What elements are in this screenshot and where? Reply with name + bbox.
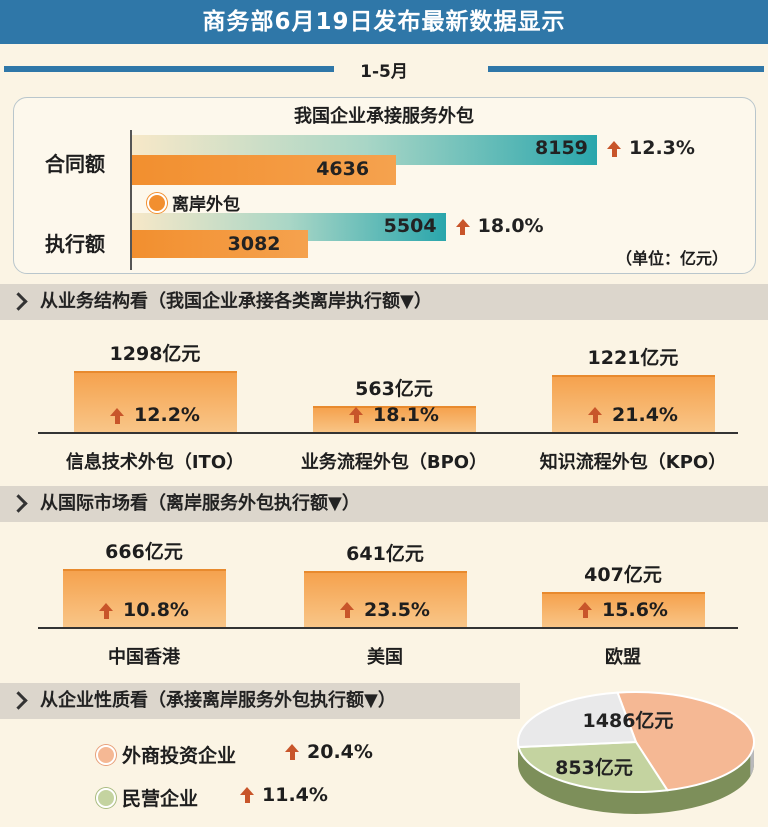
unit-note: （单位：亿元） xyxy=(616,249,729,268)
up-arrow-icon xyxy=(110,407,125,424)
bar: 21.4% xyxy=(551,374,715,434)
offshore-legend-dot xyxy=(147,193,167,213)
private-legend-label: 民营企业 xyxy=(122,788,199,810)
page-title: 商务部6月19日发布最新数据显示 xyxy=(202,9,566,35)
total-value-label: 8159 xyxy=(535,137,588,159)
bar-value-label: 1221亿元 xyxy=(587,346,679,369)
section-international-market: 从国际市场看（离岸服务外包执行额▼） xyxy=(0,486,768,522)
bar-value-label: 563亿元 xyxy=(355,377,433,400)
bar: 23.5% xyxy=(303,571,467,629)
up-arrow-icon xyxy=(240,787,254,803)
bar: 12.2% xyxy=(73,371,237,434)
category-label: 欧盟 xyxy=(605,647,641,668)
growth-label: 21.4% xyxy=(552,404,715,426)
category-label: 知识流程外包（KPO） xyxy=(539,452,727,473)
chevron-right-icon xyxy=(9,292,28,311)
growth-label: 12.3% xyxy=(629,137,695,159)
baseline xyxy=(38,627,738,629)
up-arrow-icon xyxy=(340,602,355,619)
section-title: 从企业性质看（承接离岸服务外包执行额▼） xyxy=(40,690,396,711)
bar: 10.8% xyxy=(62,569,226,629)
category-label: 中国香港 xyxy=(108,647,180,668)
category-label-executed: 执行额 xyxy=(45,232,105,256)
growth-label: 18.1% xyxy=(313,404,476,426)
category-label: 信息技术外包（ITO） xyxy=(65,452,245,473)
growth-label: 23.5% xyxy=(304,599,467,621)
growth-label: 12.2% xyxy=(74,404,237,426)
up-arrow-icon xyxy=(588,407,603,424)
up-arrow-icon xyxy=(285,744,299,760)
pie-side xyxy=(518,742,754,814)
enterprise-pie-chart: 1486亿元 853亿元 xyxy=(517,691,755,814)
category-label: 美国 xyxy=(367,647,403,668)
period-label: 1-5月 xyxy=(360,62,408,82)
growth-label: 10.8% xyxy=(63,599,226,621)
right-rule xyxy=(488,66,764,72)
total-value-label: 5504 xyxy=(383,215,437,237)
bar-value-label: 666亿元 xyxy=(105,541,183,563)
category-label-contract: 合同额 xyxy=(45,152,105,176)
bar-value-label: 641亿元 xyxy=(346,543,424,566)
offshore-legend-label: 离岸外包 xyxy=(172,195,240,215)
foreign-legend-dot xyxy=(96,745,116,765)
up-arrow-icon xyxy=(455,219,470,235)
up-arrow-icon xyxy=(578,602,593,619)
title-banner: 商务部6月19日发布最新数据显示 xyxy=(0,0,768,44)
up-arrow-icon xyxy=(607,141,621,157)
bar-axis xyxy=(130,130,132,270)
growth-label: 15.6% xyxy=(542,599,705,621)
section-business-structure: 从业务结构看（我国企业承接各类离岸执行额▼） xyxy=(0,284,768,320)
up-arrow-icon xyxy=(349,407,364,424)
offshore-bar xyxy=(132,230,308,258)
category-label: 业务流程外包（BPO） xyxy=(300,452,488,473)
panel1-title: 我国企业承接服务外包 xyxy=(294,106,474,127)
pie-value-label: 1486亿元 xyxy=(583,709,674,732)
bar: 18.1% xyxy=(312,404,476,434)
bar-value-label: 1298亿元 xyxy=(109,343,201,365)
chevron-right-icon xyxy=(9,494,28,513)
left-rule xyxy=(4,66,334,72)
section-enterprise-nature: 从企业性质看（承接离岸服务外包执行额▼） xyxy=(0,683,520,719)
offshore-value-label: 3082 xyxy=(227,233,281,255)
bar: 15.6% xyxy=(541,591,705,629)
pie-slice xyxy=(517,691,638,749)
pie-slice xyxy=(517,740,670,793)
bar-value-label: 407亿元 xyxy=(584,563,662,586)
baseline xyxy=(38,432,738,434)
up-arrow-icon xyxy=(99,602,114,619)
private-legend-dot xyxy=(96,788,116,808)
chevron-right-icon xyxy=(9,691,28,710)
offshore-bar xyxy=(132,155,397,185)
section-title: 从业务结构看（我国企业承接各类离岸执行额▼） xyxy=(40,291,432,312)
foreign-legend-label: 外商投资企业 xyxy=(122,745,237,767)
private-growth: 11.4% xyxy=(262,784,328,806)
foreign-growth: 20.4% xyxy=(307,741,373,763)
growth-label: 18.0% xyxy=(477,215,544,237)
pie-value-label: 853亿元 xyxy=(555,756,633,779)
offshore-value-label: 4636 xyxy=(316,158,370,180)
section-title: 从国际市场看（离岸服务外包执行额▼） xyxy=(40,493,360,514)
